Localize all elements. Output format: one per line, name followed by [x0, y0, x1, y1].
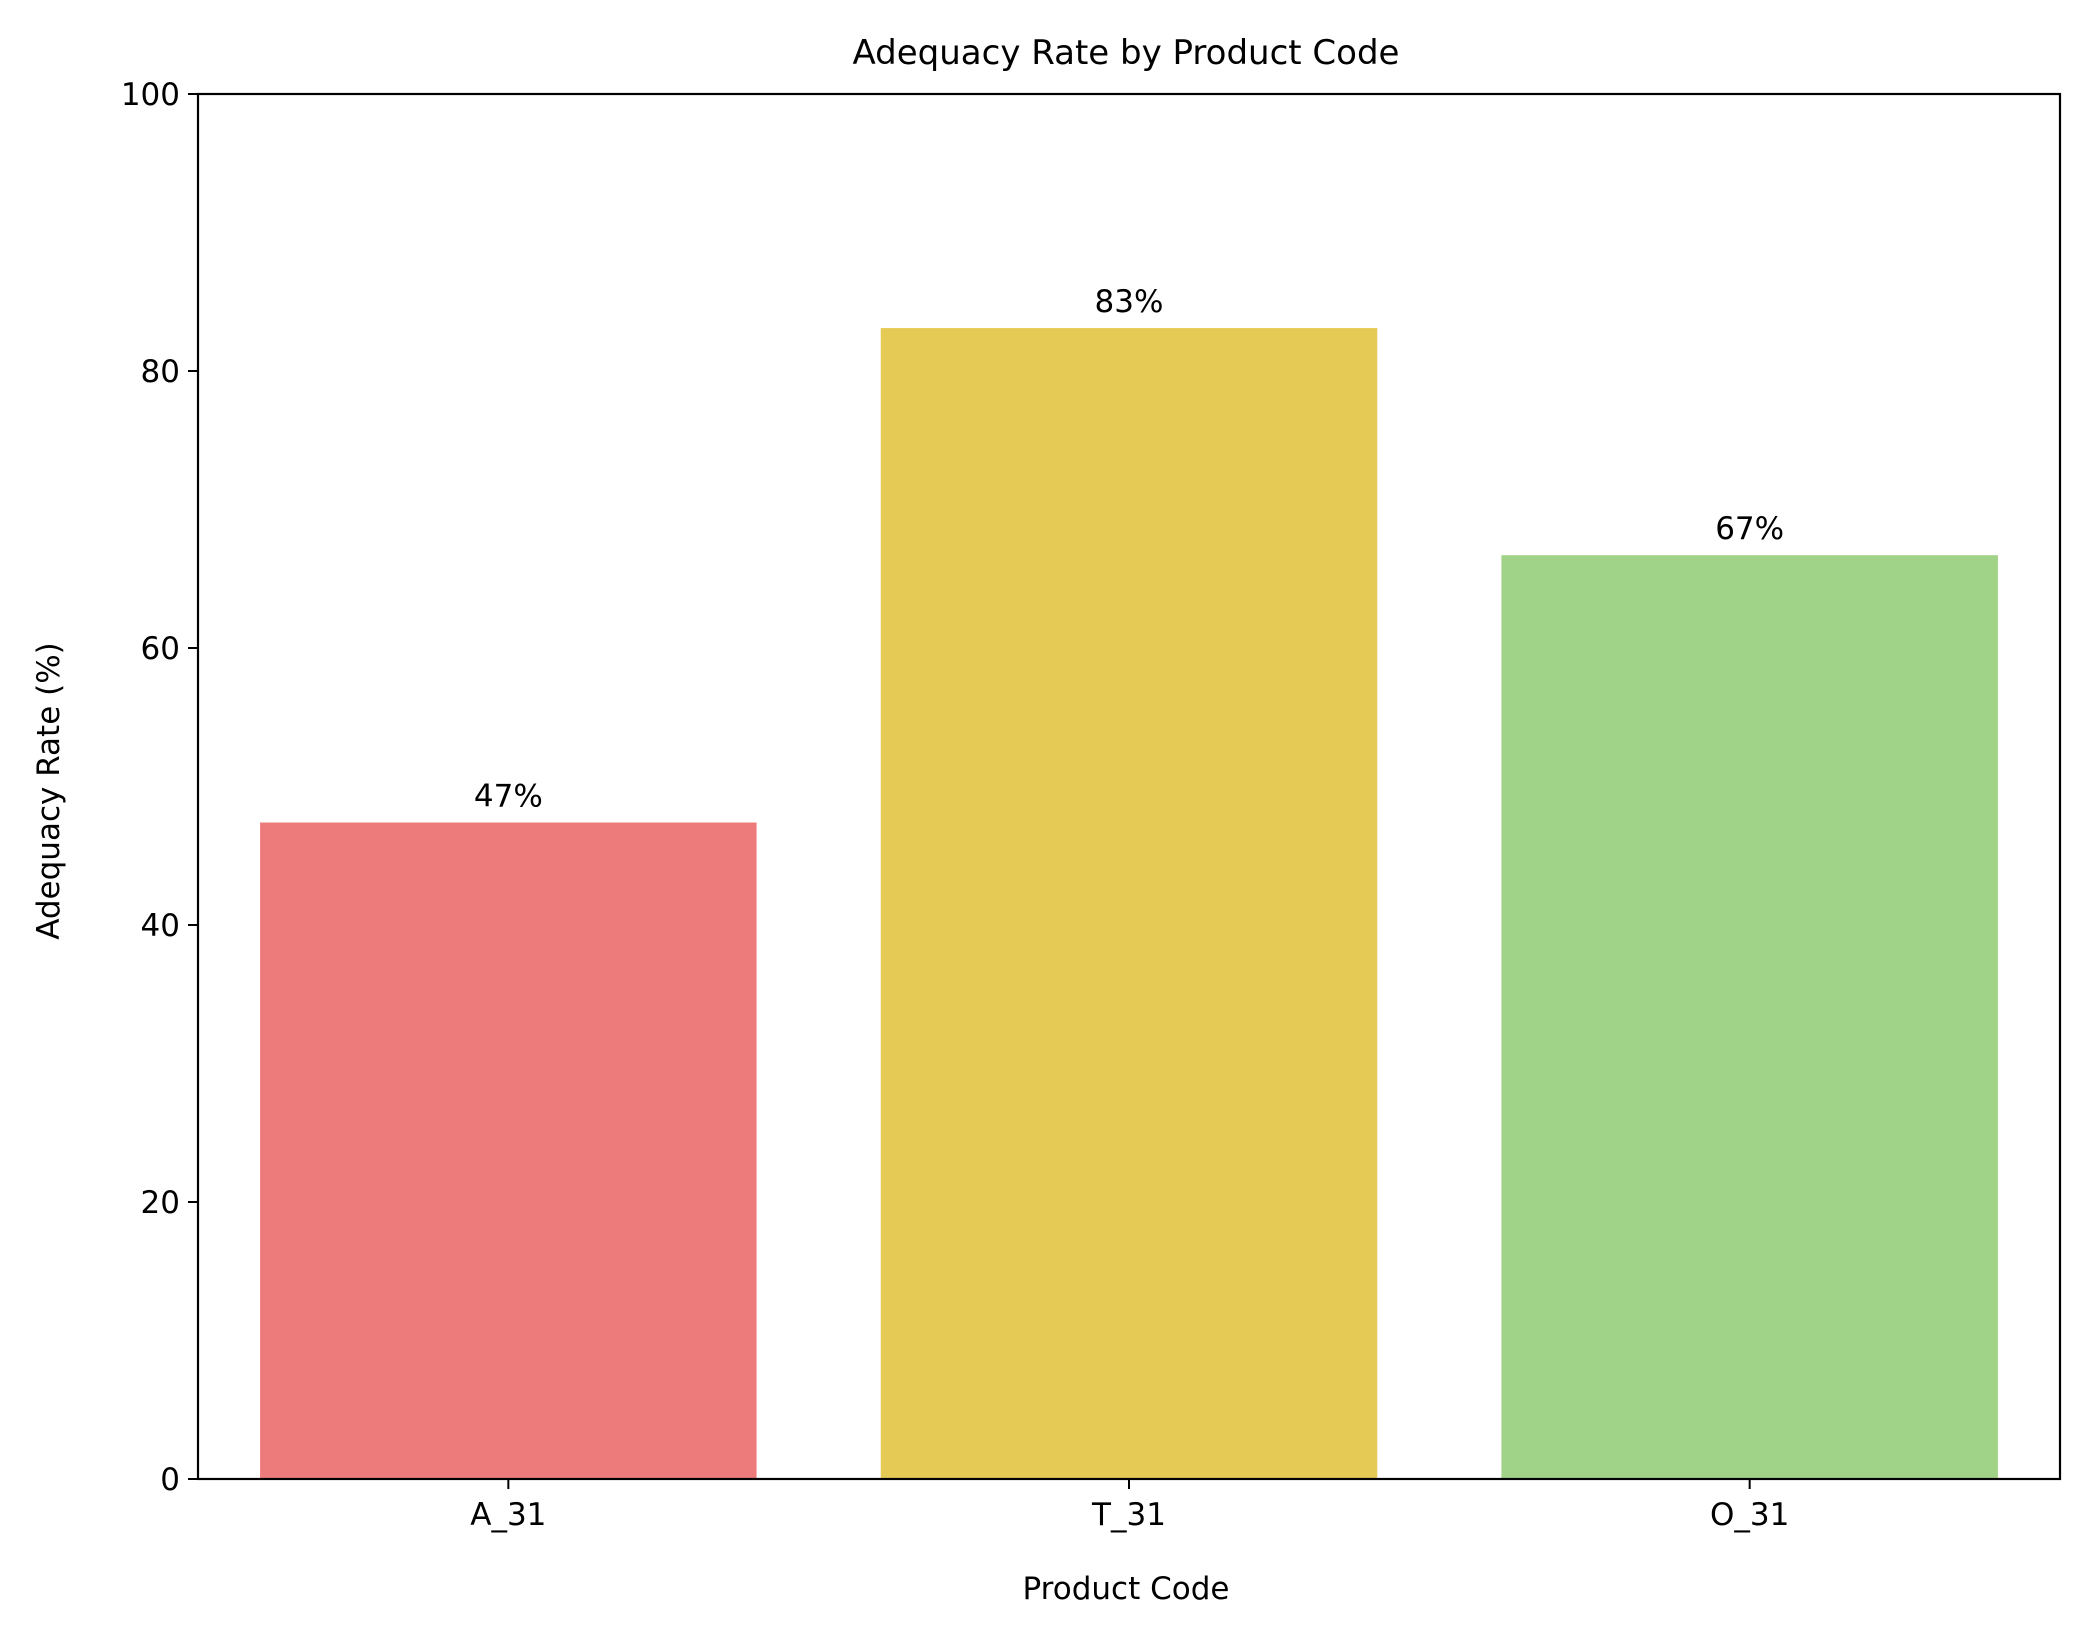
y-tick-label: 100: [121, 77, 180, 113]
bar-o-31: [1501, 555, 1998, 1479]
x-axis-label: Product Code: [1023, 1571, 1230, 1607]
x-tick-label: T_31: [1091, 1497, 1166, 1533]
y-tick-label: 80: [141, 354, 180, 390]
x-tick-label: O_31: [1710, 1497, 1789, 1533]
y-axis-label: Adequacy Rate (%): [31, 642, 67, 940]
data-label-a-31: 47%: [474, 779, 543, 815]
y-tick-label: 20: [141, 1185, 180, 1221]
chart-title: Adequacy Rate by Product Code: [853, 33, 1400, 73]
y-tick-label: 40: [141, 908, 180, 944]
bar-t-31: [880, 328, 1378, 1480]
bar-a-31: [260, 822, 757, 1479]
y-tick-label: 60: [141, 631, 180, 667]
data-label-o-31: 67%: [1715, 511, 1784, 547]
plot-area: 47% 83% 67% 0 20 40 60 80 100 A_31 T_31 O_31: [121, 77, 2062, 1533]
y-tick-label: 0: [160, 1462, 180, 1498]
x-tick-label: A_31: [470, 1497, 546, 1533]
data-label-t-31: 83%: [1095, 284, 1164, 320]
